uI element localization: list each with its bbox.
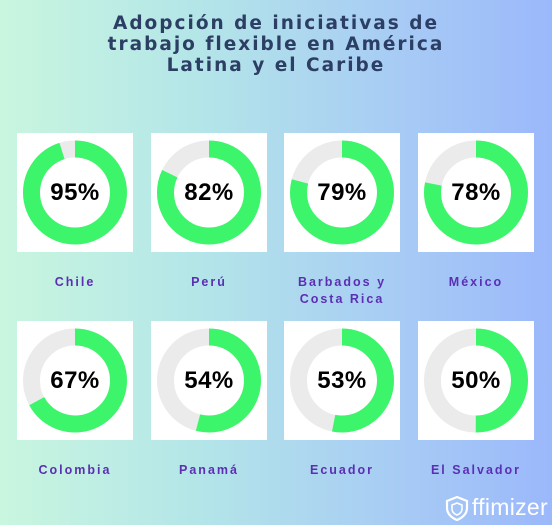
donut-card: 67%: [17, 321, 133, 440]
percent-label: 95%: [50, 178, 100, 206]
category-label-line: Perú: [191, 275, 227, 289]
donut-card: 95%: [17, 133, 133, 252]
category-label: El Salvador: [411, 462, 541, 479]
donut-card: 54%: [151, 321, 267, 440]
category-label: Ecuador: [277, 462, 407, 479]
donut-chart: [290, 140, 394, 245]
percent-label: 50%: [451, 366, 501, 394]
donut-card: 53%: [284, 321, 400, 440]
donut-chart: [424, 140, 528, 245]
percent-label: 82%: [184, 178, 234, 206]
category-label-line: Barbados y: [297, 275, 387, 289]
donut-card: 78%: [418, 133, 534, 252]
category-label: Colombia: [10, 462, 140, 479]
category-label-line: Chile: [54, 275, 96, 289]
category-label-line: Ecuador: [309, 463, 374, 477]
logo-text: ffimizer: [471, 494, 548, 520]
donut-chart: [23, 140, 127, 245]
category-label: Perú: [144, 274, 274, 291]
category-label-line: Panamá: [179, 463, 239, 477]
category-label-line: México: [448, 275, 504, 289]
percent-label: 78%: [451, 178, 501, 206]
percent-label: 67%: [50, 366, 100, 394]
category-label-line: Costa Rica: [299, 292, 385, 306]
donut-value-arc: [424, 140, 528, 245]
donut-value-arc: [290, 328, 394, 433]
percent-label: 54%: [184, 366, 234, 394]
category-label: México: [411, 274, 541, 291]
title-line-3: Latina y el Caribe: [166, 55, 386, 76]
donut-value-arc: [157, 140, 261, 245]
donut-chart: [290, 328, 394, 433]
donut-chart: [424, 328, 528, 433]
category-label: Panamá: [144, 462, 274, 479]
title-line-1: Adopción de iniciativas de: [113, 13, 439, 34]
category-label: Chile: [10, 274, 140, 291]
brand-logo: ffimizer: [444, 494, 548, 521]
percent-label: 79%: [317, 178, 367, 206]
donut-chart: [23, 328, 127, 433]
donut-value-arc: [23, 140, 127, 245]
category-label: Barbados y Costa Rica: [277, 274, 407, 308]
chart-title: Adopción de iniciativas de trabajo flexi…: [40, 13, 512, 76]
donut-value-arc: [23, 328, 127, 433]
percent-label: 53%: [317, 366, 367, 394]
donut-value-arc: [290, 140, 394, 245]
category-label-line: El Salvador: [430, 463, 522, 477]
donut-card: 82%: [151, 133, 267, 252]
donut-chart: [157, 328, 261, 433]
donut-value-arc: [424, 328, 528, 433]
category-label-line: Colombia: [38, 463, 112, 477]
title-line-2: trabajo flexible en América: [107, 34, 445, 55]
donut-value-arc: [157, 328, 261, 433]
donut-card: 50%: [418, 321, 534, 440]
donut-card: 79%: [284, 133, 400, 252]
donut-chart: [157, 140, 261, 245]
offimizer-logo-icon: [445, 495, 468, 521]
